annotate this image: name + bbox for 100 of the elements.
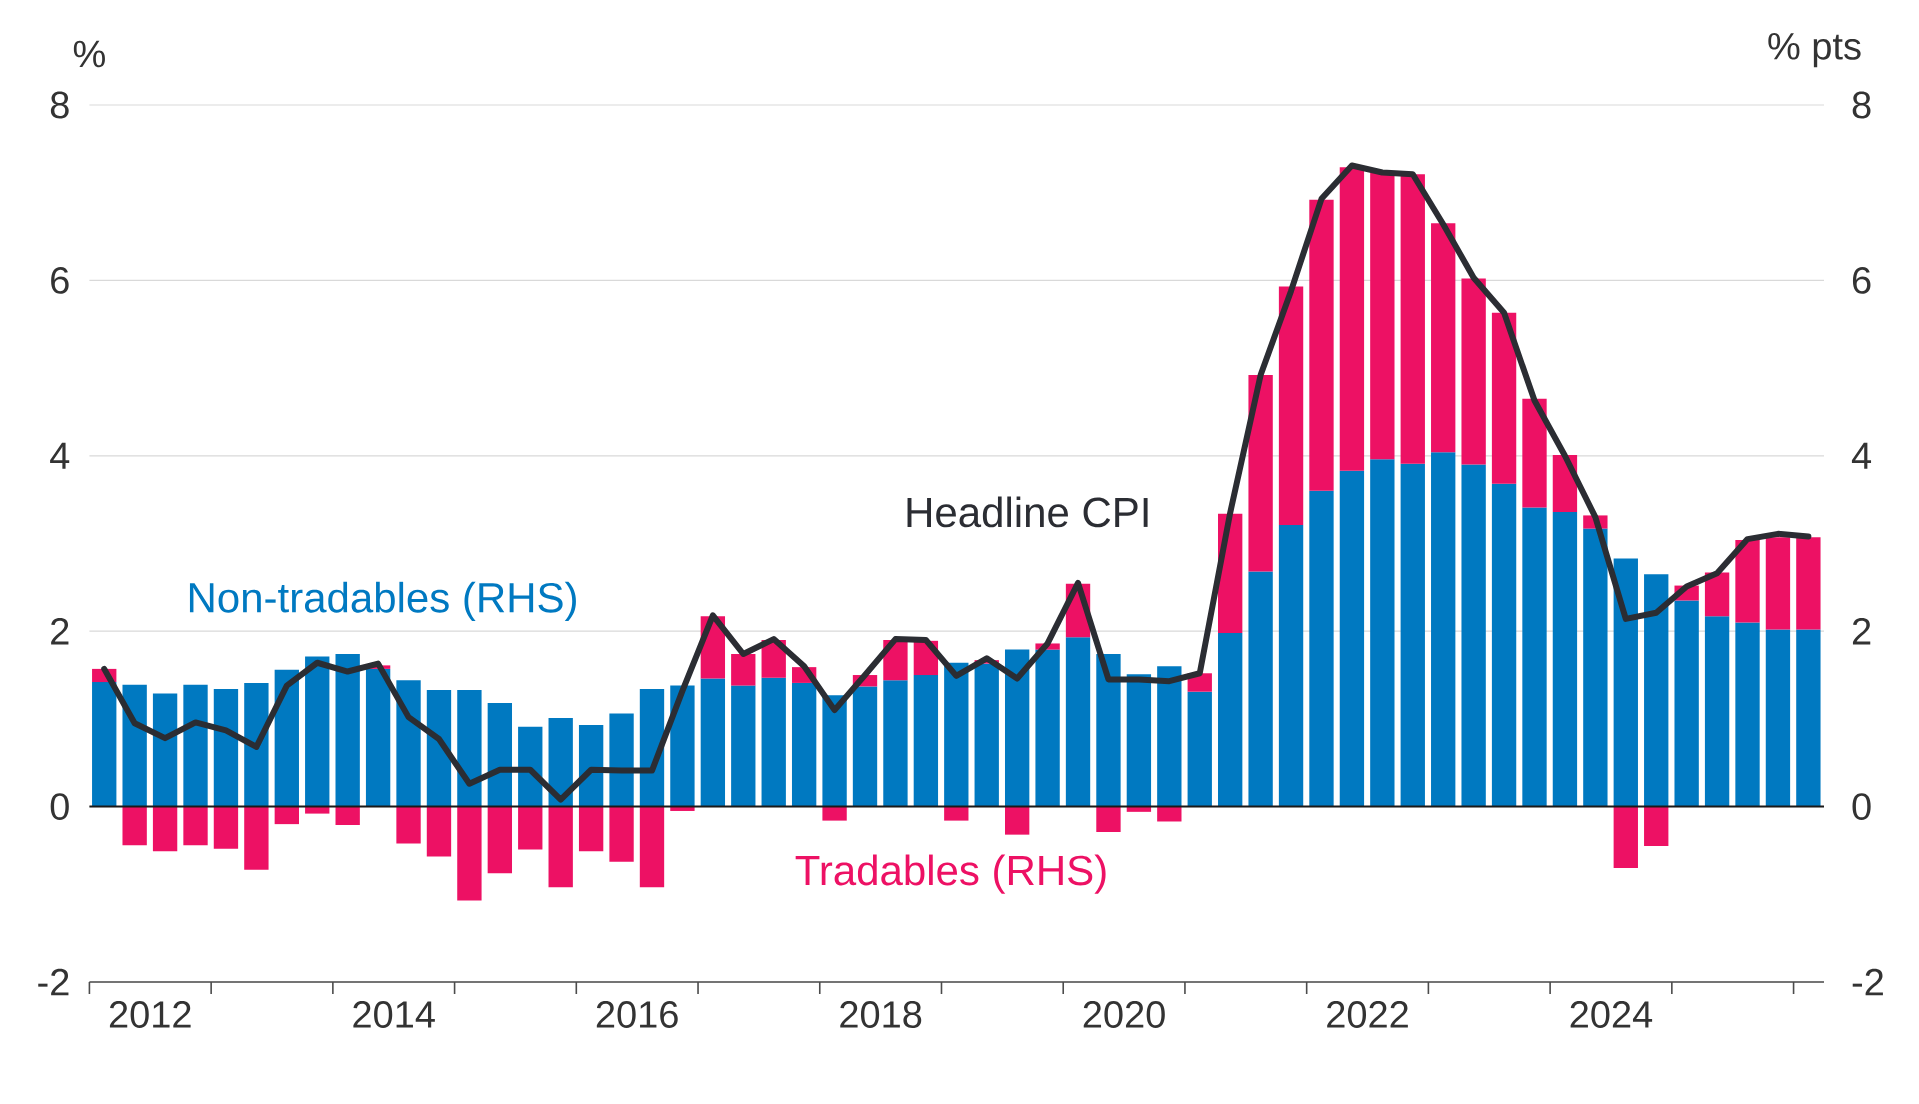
bar: [1796, 629, 1821, 807]
y2-tick-label: 2: [1852, 617, 1871, 645]
bar: [365, 668, 391, 807]
bar: [1765, 537, 1791, 630]
y-tick-label: 8: [50, 91, 69, 119]
bar: [913, 675, 939, 807]
bar: [213, 689, 239, 807]
bar: [1491, 483, 1517, 807]
y2-tick-label: 4: [1851, 442, 1872, 469]
bar: [1765, 629, 1791, 807]
bar: [670, 685, 695, 807]
x-tick-label: 2016: [596, 1001, 678, 1028]
bar: [1157, 666, 1182, 807]
bar: [426, 689, 452, 807]
bar: [1552, 511, 1578, 807]
bar: [791, 682, 817, 807]
bar: [548, 806, 573, 888]
bar: [1644, 574, 1669, 807]
y-tick-label: 2: [51, 617, 69, 645]
bar: [183, 684, 208, 807]
bar: [731, 653, 756, 686]
bar: [122, 806, 147, 846]
y-tick-label: 4: [50, 442, 70, 469]
x-tick-label: 2020: [1083, 1001, 1165, 1028]
series-label: Tradables (RHS): [795, 854, 1106, 894]
bar: [1126, 674, 1152, 807]
y2-tick-label: 6: [1852, 266, 1871, 294]
bar: [1339, 470, 1365, 807]
bar: [578, 806, 604, 852]
y-tick-label: -2: [38, 968, 69, 996]
bar: [974, 663, 999, 807]
bar: [487, 703, 513, 807]
bar: [1674, 600, 1699, 807]
bar: [639, 806, 665, 888]
bar: [883, 680, 908, 807]
bar: [822, 695, 847, 807]
bar: [244, 682, 269, 807]
bar: [335, 653, 360, 807]
bar: [1339, 167, 1365, 471]
bar: [761, 677, 786, 807]
bar: [1613, 806, 1638, 868]
bar: [183, 806, 208, 846]
bar: [1461, 464, 1486, 807]
bar: [152, 693, 178, 807]
series-label: Non-tradables (RHS): [189, 581, 576, 621]
y-axis-title: %: [73, 40, 105, 68]
bar: [1065, 637, 1091, 807]
bar: [852, 686, 878, 807]
bar: [1248, 375, 1273, 572]
bar: [1644, 806, 1669, 847]
bar: [396, 680, 421, 807]
x-tick-label: 2012: [109, 1001, 191, 1028]
y2-tick-label: 0: [1852, 793, 1871, 821]
x-tick-label: 2014: [353, 1001, 435, 1028]
y-tick-label: 0: [50, 793, 69, 821]
bar: [518, 806, 543, 850]
bar: [305, 656, 330, 807]
bar: [1218, 632, 1243, 807]
bar: [1735, 622, 1760, 807]
y2-tick-label: -2: [1852, 968, 1883, 996]
bar: [1431, 223, 1456, 453]
bar: [1035, 649, 1060, 807]
bar: [1704, 616, 1730, 807]
bar: [335, 806, 360, 825]
y2-tick-label: 8: [1852, 91, 1871, 119]
bar: [1704, 572, 1730, 617]
bar: [609, 713, 634, 807]
bar: [92, 682, 117, 807]
bar: [274, 669, 299, 807]
bar: [487, 806, 513, 874]
bar: [1278, 286, 1304, 526]
bar: [244, 806, 269, 870]
bar: [700, 678, 726, 807]
bar: [1583, 528, 1608, 807]
bar: [944, 662, 969, 807]
bar: [1096, 806, 1121, 833]
bar: [1004, 649, 1030, 807]
bar: [1400, 174, 1425, 464]
bar: [1613, 558, 1638, 807]
bar: [609, 806, 634, 862]
bar: [1431, 452, 1456, 807]
bar: [1461, 278, 1486, 465]
y-tick-label: 6: [51, 266, 69, 294]
bar: [1522, 398, 1547, 508]
bar: [731, 685, 756, 807]
bar: [426, 806, 452, 857]
bar: [1004, 806, 1030, 835]
bar: [1187, 691, 1212, 807]
bar: [1400, 463, 1425, 807]
bar: [1278, 525, 1304, 807]
bar: [122, 684, 147, 807]
bar: [1370, 459, 1395, 807]
y2-axis-title: % pts: [1768, 32, 1861, 68]
bar: [1522, 507, 1547, 807]
bar: [1370, 172, 1395, 460]
bar: [1796, 537, 1821, 630]
bar: [1309, 490, 1334, 807]
bar: [1096, 653, 1121, 807]
x-tick-label: 2022: [1327, 1001, 1408, 1028]
bar: [457, 806, 482, 901]
